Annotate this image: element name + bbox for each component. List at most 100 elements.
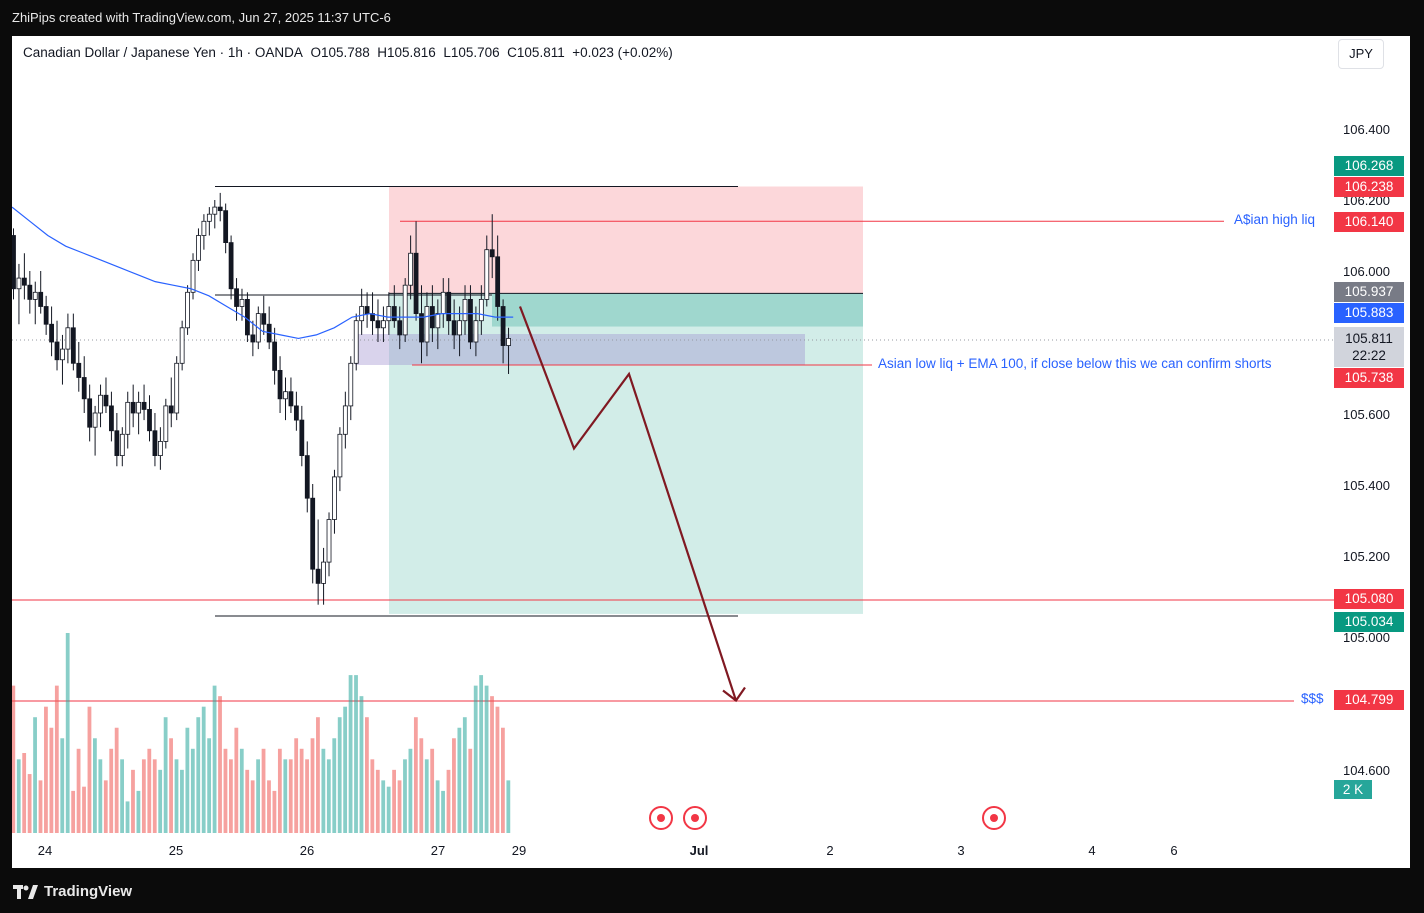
candle-body [196,235,201,261]
candle-body [157,440,163,456]
ema-100-line [12,206,514,340]
last-price-badge: 105.811 22:22 [1334,327,1404,367]
candle-body [272,341,278,371]
candle-body [217,206,223,212]
price-badge-position-target: 105.034 [1334,612,1404,632]
volume-bar [375,769,380,833]
close-value: C105.811 [507,45,565,60]
volume-bar [386,786,391,833]
time-label: 6 [1170,843,1178,858]
volume-bar [354,675,358,833]
stop-zone [389,186,863,294]
volume-bar [408,748,413,833]
volume-bar [506,780,511,833]
tradingview-icon [13,884,38,899]
volume-bar [381,780,386,833]
target-label[interactable]: $$$ [1301,691,1324,706]
volume-bar [131,769,135,833]
attribution-text: ZhiPips created with TradingView.com, Ju… [12,10,391,25]
volume-bar [326,759,331,833]
candle-body [163,405,169,442]
volume-bar [54,685,59,833]
volume-bar [365,717,369,833]
candle-body [234,288,239,307]
open-value: O105.788 [310,45,370,60]
candle-body [168,405,174,414]
volume-bar [468,748,473,833]
top-bar: ZhiPips created with TradingView.com, Ju… [0,0,1424,36]
candle-body [337,433,343,478]
candle-body [304,455,310,499]
volume-bar [332,738,337,833]
candle-body [70,327,76,364]
volume-bar [490,696,494,833]
candle-body [152,430,158,457]
bar-countdown: 22:22 [1352,348,1386,363]
volume-bar [27,774,32,833]
volume-bar [174,759,179,833]
time-label: 25 [168,843,184,858]
candle-body [81,377,87,400]
volume-bar [114,727,119,833]
asian-low-label[interactable]: Asian low liq + EMA 100, if close below … [878,356,1272,371]
tradingview-logo[interactable]: TradingView [13,883,132,900]
candle-body [283,391,288,400]
candle-body [103,394,109,407]
price-tick: 105.600 [1343,407,1390,422]
time-label: 2 [826,843,834,858]
volume-bar [163,717,168,833]
candle-body [386,306,392,322]
asian-low-box [355,334,805,365]
canada-flag-event-icon[interactable] [982,806,1006,830]
chart-canvas[interactable] [12,36,1410,868]
candle-body [293,405,299,421]
volume-bar [462,717,467,833]
volume-bar [261,748,266,833]
volume-bar [49,727,54,833]
candle-body [419,313,424,343]
candle-body [429,306,435,329]
candle-body [408,252,414,286]
volume-bar [212,685,217,833]
economic-event-icon[interactable] [649,806,673,830]
price-badge-target: 104.799 [1334,690,1404,710]
volume-bar [190,748,195,833]
volume-bar [60,738,65,833]
volume-bar [473,685,478,833]
candle-body [98,394,103,414]
candle-body [506,338,511,346]
volume-bar [435,780,440,833]
candle-body [27,284,33,300]
candle-body [54,341,60,361]
economic-event-icon[interactable] [683,806,707,830]
volume-bar [109,748,114,833]
symbol-name[interactable]: Canadian Dollar / Japanese Yen · 1h · OA… [23,45,303,60]
volume-bar [141,759,146,833]
candle-body [147,409,152,432]
volume-bar [16,759,21,833]
volume-bar [305,759,309,833]
volume-bar [283,759,288,833]
candle-body [473,320,479,343]
candle-body [440,291,446,314]
profit-zone-filled [492,293,863,327]
volume-bar [223,748,228,833]
projection-arrowhead [722,686,746,703]
price-tick: 105.000 [1343,630,1390,645]
bottom-bar: TradingView [0,868,1424,913]
volume-bar [272,790,277,833]
change-value: +0.023 (+0.02%) [572,45,673,60]
asian-high-label[interactable]: A$ian high liq [1234,212,1316,227]
volume-bar [348,675,353,833]
candle-body [92,412,98,428]
volume-bar [484,685,489,833]
candle-body [413,252,419,314]
time-label: 26 [299,843,315,858]
volume-bar [370,759,375,833]
volume-bar [185,727,190,833]
currency-button[interactable]: JPY [1338,39,1384,69]
projection-path [518,306,738,701]
time-label: 24 [37,843,53,858]
price-tick: 105.200 [1343,549,1390,564]
chart-panel[interactable]: Canadian Dollar / Japanese Yen · 1h · OA… [12,36,1410,868]
